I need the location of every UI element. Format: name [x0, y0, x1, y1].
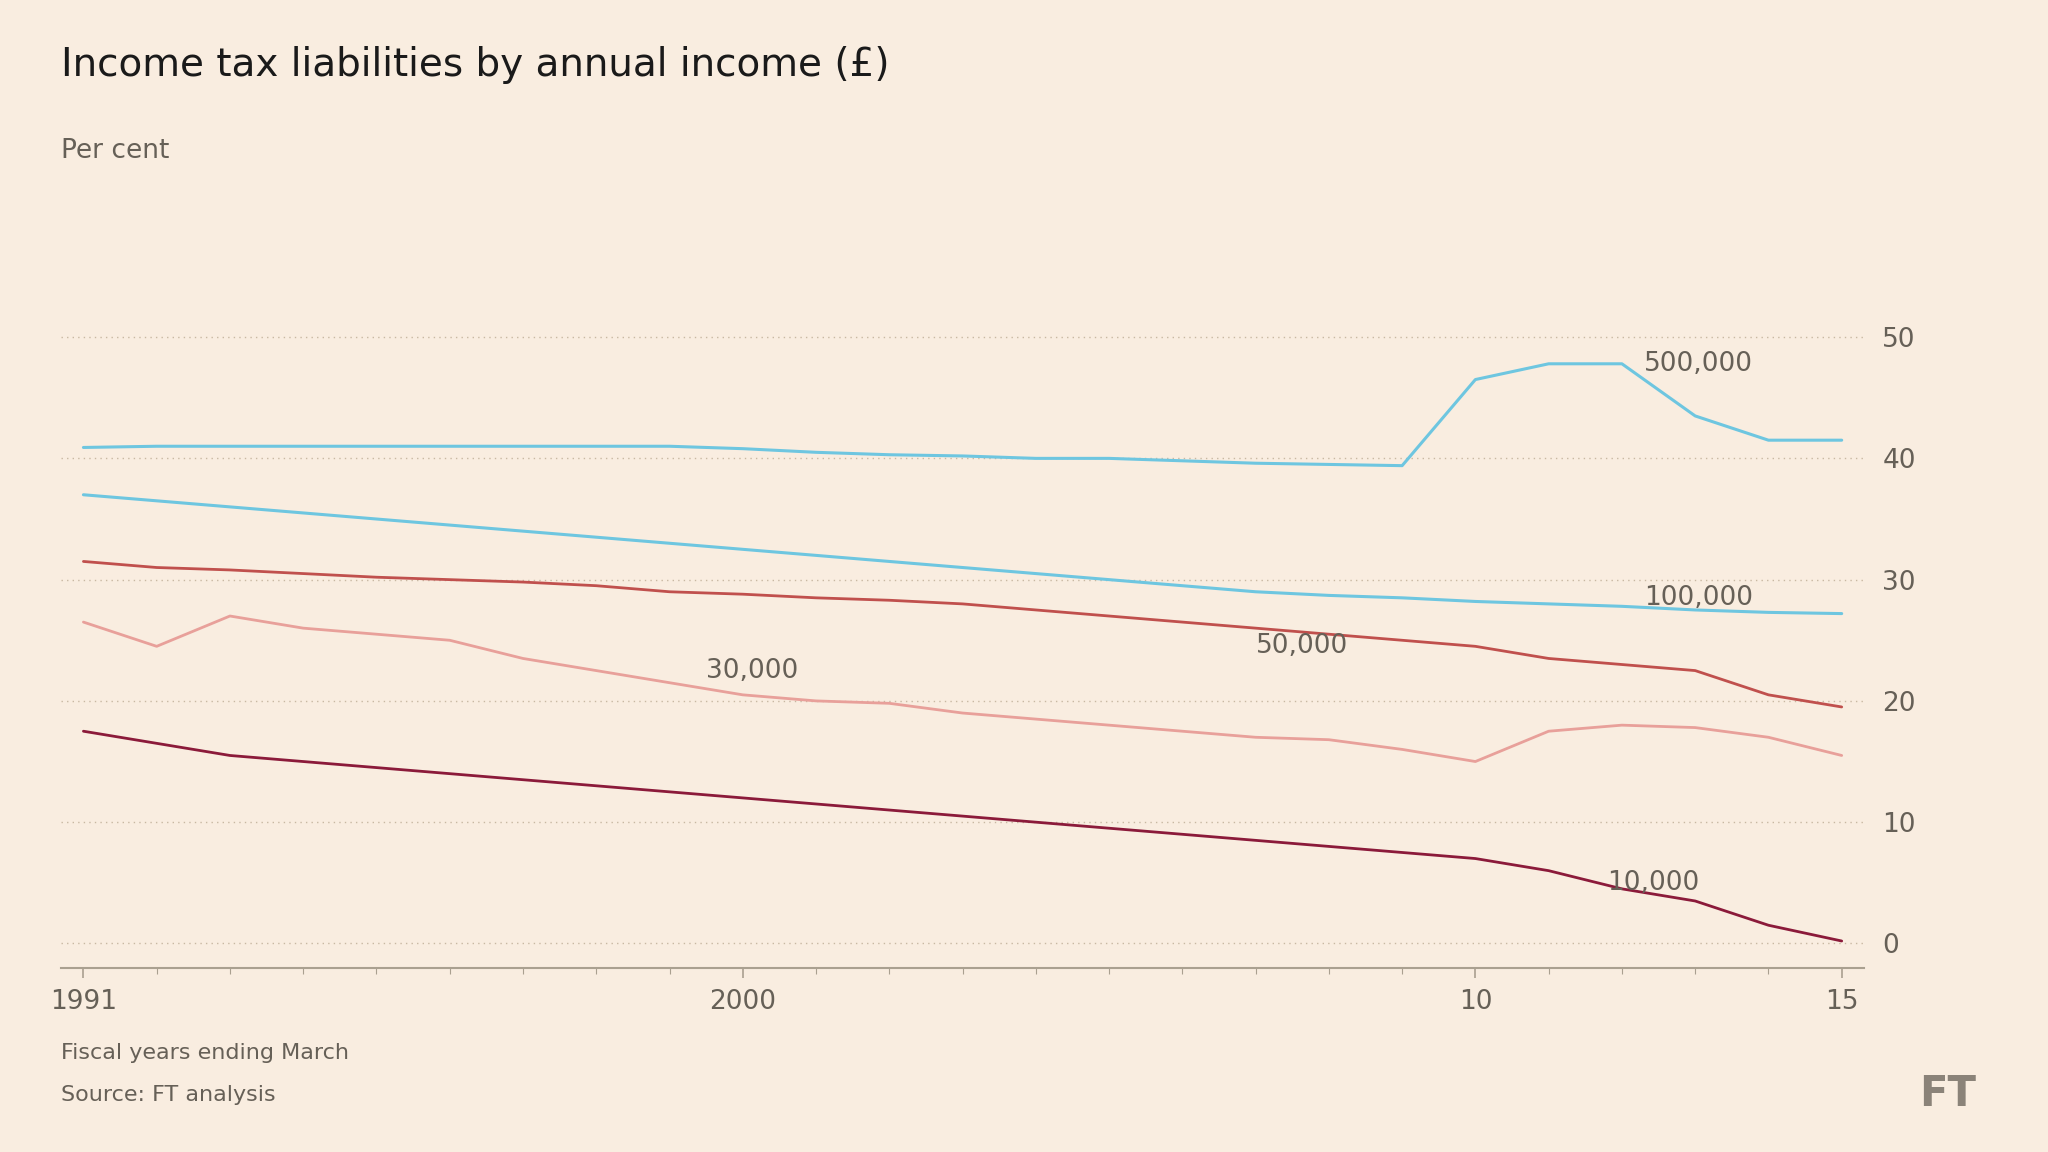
Text: FT: FT	[1919, 1074, 1976, 1115]
Text: 500,000: 500,000	[1645, 351, 1753, 377]
Text: Income tax liabilities by annual income (£): Income tax liabilities by annual income …	[61, 46, 891, 84]
Text: Per cent: Per cent	[61, 138, 170, 165]
Text: Source: FT analysis: Source: FT analysis	[61, 1085, 276, 1105]
Text: Fiscal years ending March: Fiscal years ending March	[61, 1043, 350, 1062]
Text: 30,000: 30,000	[707, 658, 799, 683]
Text: 100,000: 100,000	[1645, 585, 1753, 611]
Text: 50,000: 50,000	[1255, 634, 1348, 659]
Text: 10,000: 10,000	[1608, 870, 1700, 896]
